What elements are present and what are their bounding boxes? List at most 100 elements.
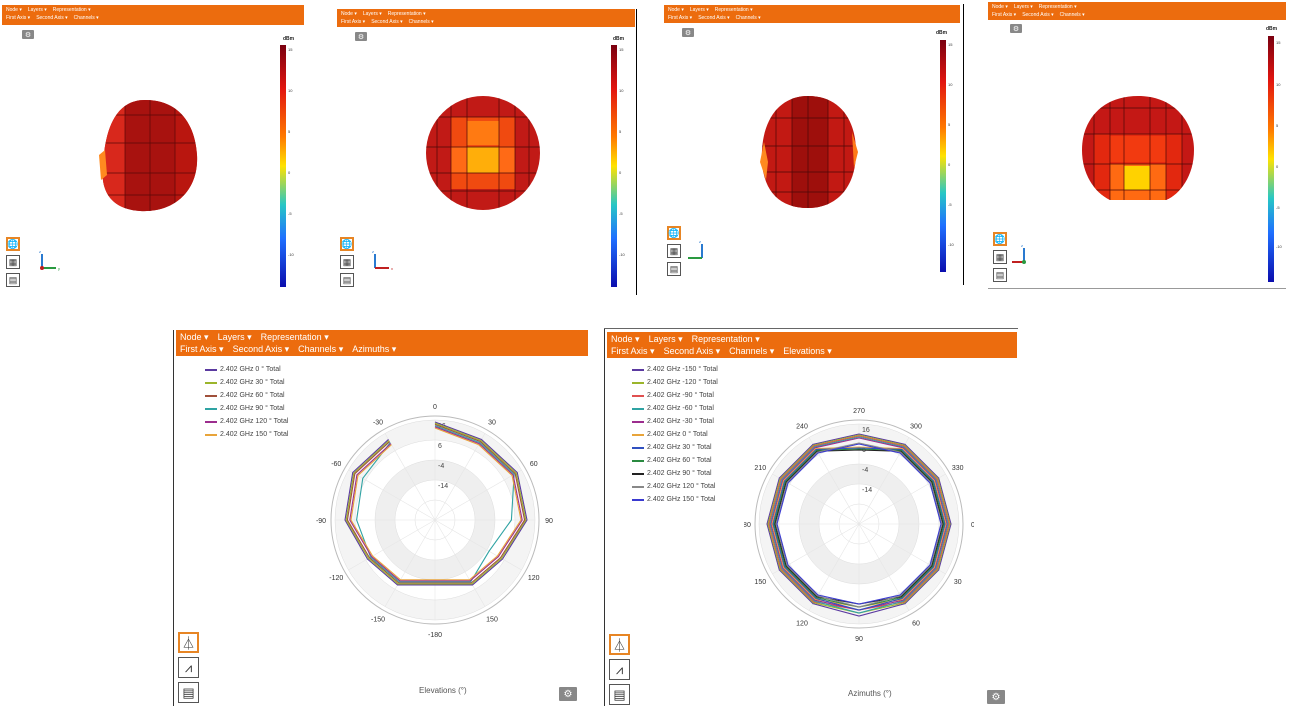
menu-first-axis[interactable]: First Axis ▾ [611,345,655,357]
menu-representation[interactable]: Representation ▾ [53,6,91,14]
colorbar-tick: 15 [619,47,624,52]
menu-first-axis[interactable]: First Axis ▾ [668,14,692,22]
settings-button[interactable]: ⚙ [1010,24,1022,33]
legend-item[interactable]: 2.402 GHz 120 ° Total [632,480,718,493]
legend-item[interactable]: 2.402 GHz 150 ° Total [205,428,288,441]
legend-swatch [205,381,217,384]
legend-item[interactable]: 2.402 GHz 30 ° Total [632,441,718,454]
menu-label: Representation [714,7,749,13]
menu-first-axis[interactable]: First Axis ▾ [180,343,224,355]
legend-item[interactable]: 2.402 GHz -150 ° Total [632,363,718,376]
settings-button[interactable]: ⚙ [987,690,1005,704]
menu-node[interactable]: Node ▾ [180,331,209,343]
chart-legend: 2.402 GHz 0 ° Total 2.402 GHz 30 ° Total 2… [205,363,288,441]
3d-pattern-view[interactable] [1080,94,1196,208]
menu-node[interactable]: Node ▾ [992,3,1008,11]
2d-view-button[interactable]: ▦ [993,250,1007,264]
menu-first-axis[interactable]: First Axis ▾ [992,11,1016,19]
menu-second-axis[interactable]: Second Axis ▾ [233,343,290,355]
3d-view-button[interactable]: 🌐 [6,237,20,251]
menu-second-axis[interactable]: Second Axis ▾ [698,14,729,22]
menu-node[interactable]: Node ▾ [611,333,640,345]
menu-second-axis[interactable]: Second Axis ▾ [371,18,402,26]
menu-layers[interactable]: Layers ▾ [363,10,382,18]
caret-icon: ▾ [755,334,760,344]
legend-item[interactable]: 2.402 GHz 90 ° Total [632,467,718,480]
menu-label: First Axis [668,15,689,21]
table-view-button[interactable]: ▤ [667,262,681,276]
menu-layers[interactable]: Layers ▾ [218,331,252,343]
table-view-button[interactable]: ▤ [609,684,630,705]
cartesian-view-button[interactable]: ⩘ [609,659,630,680]
3d-pattern-view[interactable] [758,92,862,212]
menu-first-axis[interactable]: First Axis ▾ [341,18,365,26]
legend-item[interactable]: 2.402 GHz 150 ° Total [632,493,718,506]
menu-channels[interactable]: Channels ▾ [298,343,343,355]
menu-layers[interactable]: Layers ▾ [1014,3,1033,11]
caret-icon: ▾ [204,332,209,342]
series-line [349,426,523,582]
legend-item[interactable]: 2.402 GHz 120 ° Total [205,415,288,428]
menu-second-axis[interactable]: Second Axis ▾ [1022,11,1053,19]
caret-icon: ▾ [1030,4,1033,10]
menu-channels[interactable]: Channels ▾ [409,18,434,26]
menu-azimuths[interactable]: Azimuths ▾ [352,343,396,355]
table-view-button[interactable]: ▤ [993,268,1007,282]
menu-representation[interactable]: Representation ▾ [261,331,329,343]
3d-view-button[interactable]: 🌐 [340,237,354,251]
angle-label: 30 [954,579,962,586]
colorbar-tick: 10 [619,88,624,93]
settings-button[interactable]: ⚙ [22,30,34,39]
3d-view-button[interactable]: 🌐 [993,232,1007,246]
table-view-button[interactable]: ▤ [178,682,199,703]
menu-channels[interactable]: Channels ▾ [729,345,774,357]
legend-item[interactable]: 2.402 GHz 60 ° Total [632,454,718,467]
legend-item[interactable]: 2.402 GHz 0 ° Total [632,428,718,441]
axis-triad: z x [372,249,393,271]
menu-node[interactable]: Node ▾ [6,6,22,14]
legend-item[interactable]: 2.402 GHz -30 ° Total [632,415,718,428]
menu-node[interactable]: Node ▾ [668,6,684,14]
menu-second-axis[interactable]: Second Axis ▾ [36,14,67,22]
menu-representation[interactable]: Representation ▾ [388,10,426,18]
legend-item[interactable]: 2.402 GHz 0 ° Total [205,363,288,376]
menu-channels[interactable]: Channels ▾ [74,14,99,22]
polar-view-button[interactable]: ⏃ [178,632,199,653]
menu-channels[interactable]: Channels ▾ [736,14,761,22]
legend-item[interactable]: 2.402 GHz 90 ° Total [205,402,288,415]
legend-item[interactable]: 2.402 GHz -120 ° Total [632,376,718,389]
menu-layers[interactable]: Layers ▾ [649,333,683,345]
2d-view-button[interactable]: ▦ [6,255,20,269]
menu-representation[interactable]: Representation ▾ [715,6,753,14]
legend-item[interactable]: 2.402 GHz 60 ° Total [205,389,288,402]
image-icon: ▦ [8,256,18,267]
table-view-button[interactable]: ▤ [6,273,20,287]
menu-layers[interactable]: Layers ▾ [28,6,47,14]
caret-icon: ▾ [750,7,753,13]
settings-button[interactable]: ⚙ [355,32,367,41]
settings-button[interactable]: ⚙ [682,28,694,37]
menu-representation[interactable]: Representation ▾ [692,333,760,345]
legend-item[interactable]: 2.402 GHz -90 ° Total [632,389,718,402]
menu-representation[interactable]: Representation ▾ [1039,3,1077,11]
caret-icon: ▾ [827,346,832,356]
settings-button[interactable]: ⚙ [559,687,577,701]
caret-icon: ▾ [431,19,434,25]
2d-view-button[interactable]: ▦ [667,244,681,258]
menu-layers[interactable]: Layers ▾ [690,6,709,14]
table-view-button[interactable]: ▤ [340,273,354,287]
3d-pattern-view[interactable] [95,95,205,215]
menu-second-axis[interactable]: Second Axis ▾ [664,345,721,357]
menu-channels[interactable]: Channels ▾ [1060,11,1085,19]
angle-label: -30 [373,419,383,426]
3d-pattern-view[interactable] [423,95,543,215]
polar-view-button[interactable]: ⏃ [609,634,630,655]
3d-view-button[interactable]: 🌐 [667,226,681,240]
2d-view-button[interactable]: ▦ [340,255,354,269]
menu-elevations[interactable]: Elevations ▾ [783,345,832,357]
menu-node[interactable]: Node ▾ [341,10,357,18]
legend-item[interactable]: 2.402 GHz -60 ° Total [632,402,718,415]
menu-first-axis[interactable]: First Axis ▾ [6,14,30,22]
legend-item[interactable]: 2.402 GHz 30 ° Total [205,376,288,389]
cartesian-view-button[interactable]: ⩘ [178,657,199,678]
